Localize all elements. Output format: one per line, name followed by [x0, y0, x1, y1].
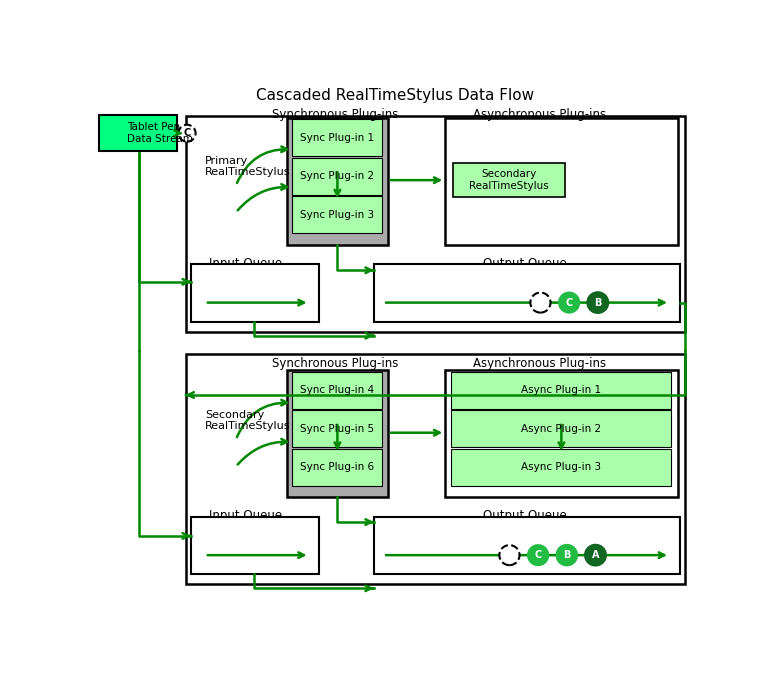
Bar — [445, 371, 678, 497]
Bar — [453, 163, 565, 197]
Text: Asynchronous Plug-ins: Asynchronous Plug-ins — [473, 107, 606, 121]
Text: B: B — [594, 298, 601, 307]
Text: Cascaded RealTimeStylus Data Flow: Cascaded RealTimeStylus Data Flow — [256, 88, 534, 103]
Text: Primary
RealTimeStylus: Primary RealTimeStylus — [205, 156, 291, 177]
Bar — [292, 197, 382, 233]
Text: Tablet Pen
Data Stream: Tablet Pen Data Stream — [127, 122, 194, 144]
Text: Asynchronous Plug-ins: Asynchronous Plug-ins — [473, 357, 606, 370]
Circle shape — [588, 292, 608, 313]
Bar — [450, 449, 672, 486]
Text: A: A — [591, 550, 599, 560]
Text: Async Plug-in 3: Async Plug-in 3 — [521, 462, 601, 473]
Bar — [191, 264, 318, 322]
Bar — [186, 354, 685, 583]
Circle shape — [585, 545, 605, 565]
Circle shape — [530, 292, 550, 313]
Bar — [292, 119, 382, 156]
Text: Input Queue: Input Queue — [209, 257, 281, 270]
Bar — [99, 116, 177, 151]
Text: Output Queue: Output Queue — [483, 509, 567, 522]
Text: Sync Plug-in 1: Sync Plug-in 1 — [301, 133, 375, 143]
Bar — [445, 118, 678, 245]
Bar — [292, 158, 382, 194]
Text: Sync Plug-in 2: Sync Plug-in 2 — [301, 171, 375, 182]
Bar — [287, 371, 388, 497]
Bar — [450, 372, 672, 409]
Text: Sync Plug-in 5: Sync Plug-in 5 — [301, 424, 375, 434]
Text: Input Queue: Input Queue — [209, 509, 281, 522]
Text: Sync Plug-in 6: Sync Plug-in 6 — [301, 462, 375, 473]
Text: C: C — [565, 298, 573, 307]
Text: B: B — [563, 550, 571, 560]
Text: C: C — [183, 129, 190, 138]
Text: Async Plug-in 2: Async Plug-in 2 — [521, 424, 601, 434]
Bar — [292, 449, 382, 486]
Circle shape — [179, 124, 196, 141]
Circle shape — [557, 545, 577, 565]
Text: Synchronous Plug-ins: Synchronous Plug-ins — [272, 107, 399, 121]
Text: Sync Plug-in 4: Sync Plug-in 4 — [301, 386, 375, 395]
Text: Secondary
RealTimeStylus: Secondary RealTimeStylus — [205, 409, 291, 431]
Text: Sync Plug-in 3: Sync Plug-in 3 — [301, 210, 375, 220]
Text: Output Queue: Output Queue — [483, 257, 567, 270]
Bar — [191, 517, 318, 575]
Bar — [292, 372, 382, 409]
Bar — [287, 118, 388, 245]
Bar — [374, 264, 680, 322]
Circle shape — [500, 545, 520, 565]
Text: C: C — [534, 550, 542, 560]
Bar — [374, 517, 680, 575]
Bar — [292, 411, 382, 447]
Bar — [450, 411, 672, 447]
Text: Synchronous Plug-ins: Synchronous Plug-ins — [272, 357, 399, 370]
Text: Secondary
RealTimeStylus: Secondary RealTimeStylus — [469, 169, 548, 191]
Circle shape — [559, 292, 579, 313]
Text: Async Plug-in 1: Async Plug-in 1 — [521, 386, 601, 395]
Bar — [186, 116, 685, 332]
Circle shape — [528, 545, 548, 565]
